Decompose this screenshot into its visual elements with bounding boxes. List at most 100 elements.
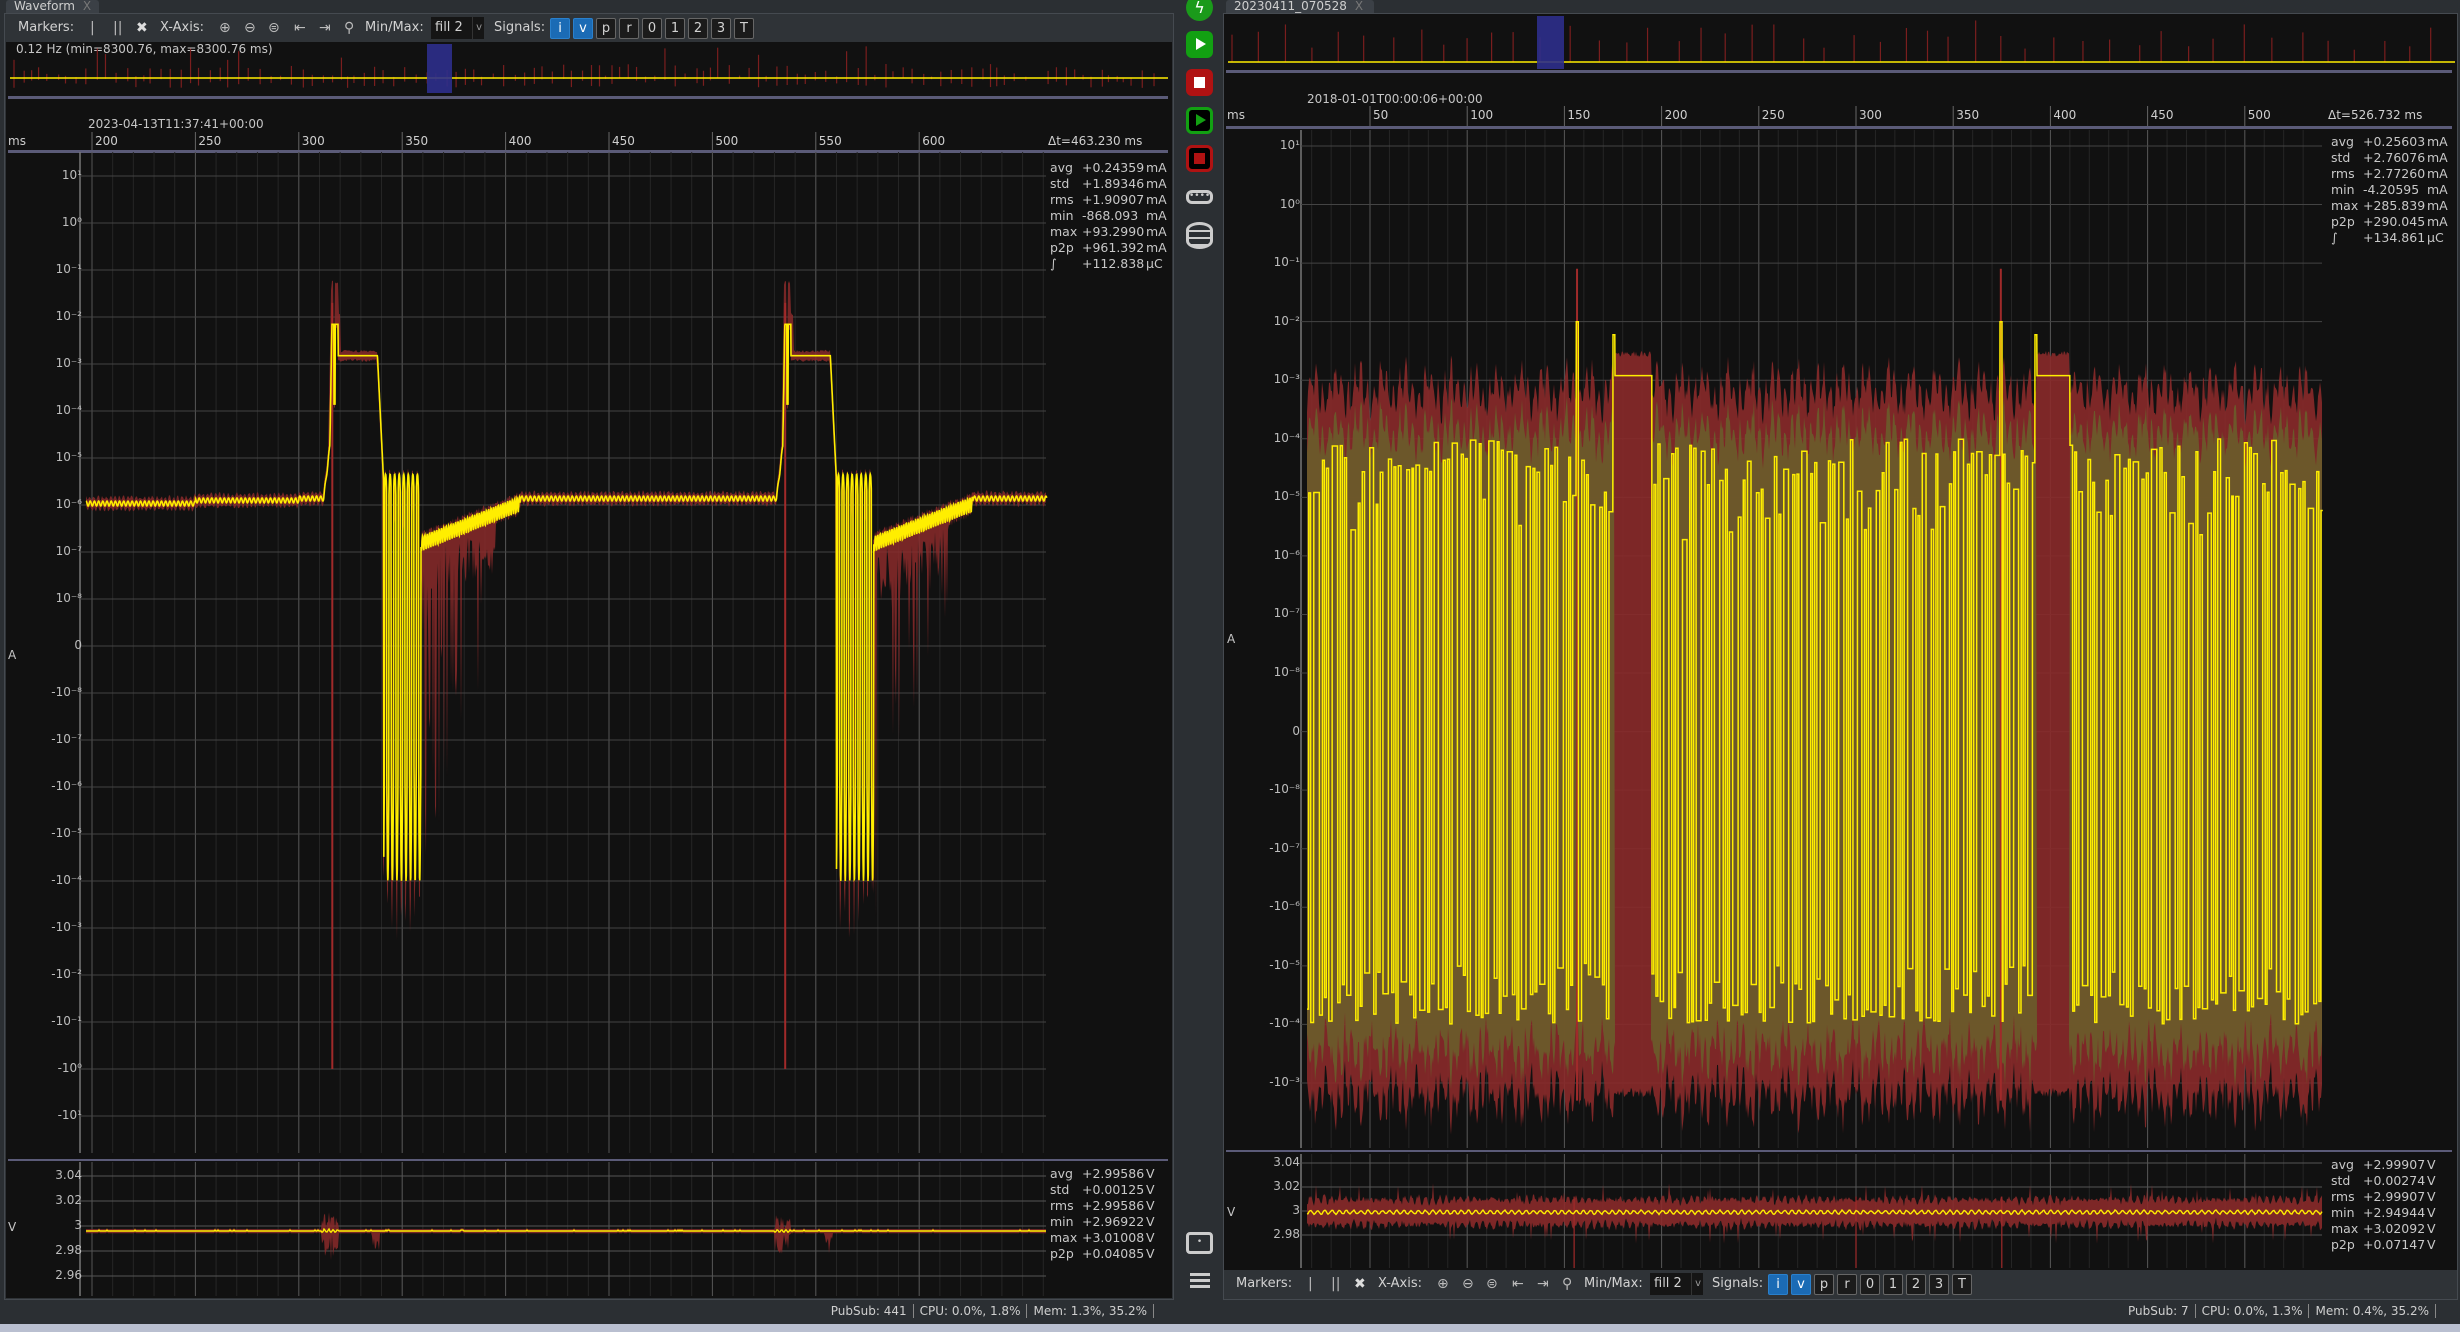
y-tick-label: 10¹ <box>61 168 82 182</box>
signal-toggle-i[interactable]: i <box>1768 1274 1788 1295</box>
y-tick-label: -10⁻⁴ <box>51 873 82 887</box>
minmax-select[interactable]: fill 2 v <box>431 17 484 39</box>
voltage-tick-label: 3.04 <box>1273 1155 1300 1169</box>
zoom-all-icon[interactable]: ⊜ <box>1486 1276 1498 1292</box>
voltage-stat-label: rms <box>2331 1189 2355 1204</box>
pan-left-icon[interactable]: ⇤ <box>294 20 306 36</box>
signal-toggle-2[interactable]: 2 <box>1906 1274 1926 1295</box>
dual-marker-button[interactable]: || <box>1331 1276 1341 1292</box>
tab-recording[interactable]: 20230411_070528 X <box>1226 0 1374 13</box>
axis-separator <box>1226 126 2452 129</box>
pan-left-icon[interactable]: ⇤ <box>1512 1276 1524 1292</box>
zoom-out-icon[interactable]: ⊖ <box>244 20 256 36</box>
y-tick-label: -10¹ <box>57 1108 82 1122</box>
signal-toggle-0[interactable]: 0 <box>642 18 662 39</box>
y-tick-label: -10⁻⁵ <box>1269 957 1300 972</box>
stat-value: +1.89346 <box>1082 176 1145 191</box>
signal-toggle-2[interactable]: 2 <box>688 18 708 39</box>
signal-toggle-v[interactable]: v <box>573 18 593 39</box>
y-tick-label: 10⁻⁴ <box>55 403 82 417</box>
dual-marker-button[interactable]: || <box>113 20 123 36</box>
markers-label: Markers: <box>18 20 75 35</box>
x-tick-label: 500 <box>715 134 739 148</box>
single-marker-button[interactable]: | <box>1308 1276 1313 1292</box>
chevron-down-icon: v <box>472 17 482 39</box>
x-unit: ms <box>1227 108 1245 122</box>
stop-icon[interactable] <box>1186 69 1213 96</box>
signal-toggle-1[interactable]: 1 <box>665 18 685 39</box>
signal-toggle-T[interactable]: T <box>1952 1274 1972 1295</box>
voltage-tick-label: 3.04 <box>55 1168 82 1182</box>
tab-close-icon[interactable]: X <box>1354 0 1364 13</box>
x-tick-label: 400 <box>2053 108 2077 122</box>
zoom-in-icon[interactable]: ⊕ <box>1437 1276 1449 1292</box>
stat-label: min <box>1050 208 1074 223</box>
y-tick-label: 10⁻⁴ <box>1273 430 1300 445</box>
tab-waveform[interactable]: Waveform X <box>6 0 100 13</box>
signal-toggle-p[interactable]: p <box>1814 1274 1834 1295</box>
signal-toggle-3[interactable]: 3 <box>1929 1274 1949 1295</box>
stat-value: +2.77260 <box>2363 166 2426 181</box>
zoom-in-icon[interactable]: ⊕ <box>219 20 231 36</box>
usb-device-icon[interactable]: •••• <box>1186 190 1213 204</box>
voltage-stat-unit: V <box>2427 1221 2436 1236</box>
stat-value: +112.838 <box>1082 256 1145 271</box>
zoom-fit-icon[interactable]: ⚲ <box>344 20 355 36</box>
voltage-tick-label: 3 <box>74 1218 82 1232</box>
single-marker-button[interactable]: | <box>90 20 95 36</box>
voltage-stat-unit: V <box>1146 1214 1155 1229</box>
y-tick-label: -10⁻² <box>51 967 82 981</box>
x-axis-label: X-Axis: <box>1378 1276 1423 1291</box>
pubsub-count: PubSub: 7 <box>2122 1304 2196 1318</box>
voltage-stat-label: p2p <box>1050 1246 1074 1261</box>
signal-toggle-T[interactable]: T <box>734 18 754 39</box>
x-tick-label: 100 <box>1470 108 1494 122</box>
y-tick-label: 0 <box>1292 723 1300 738</box>
stat-label: ∫ <box>2331 230 2338 245</box>
y-tick-label: -10⁻⁸ <box>1269 782 1300 797</box>
voltage-stat-label: avg <box>2331 1157 2354 1172</box>
overview-selection-handle[interactable] <box>427 44 452 93</box>
stat-value: +0.25603 <box>2363 134 2426 149</box>
y-tick-label: 10⁻² <box>55 309 82 323</box>
play-icon[interactable] <box>1186 31 1213 58</box>
signal-toggle-i[interactable]: i <box>550 18 570 39</box>
voltage-stat-value: +3.02092 <box>2363 1221 2426 1236</box>
stat-label: max <box>1050 224 1078 239</box>
signal-toggle-3[interactable]: 3 <box>711 18 731 39</box>
y-tick-label: 10⁻² <box>1273 313 1300 328</box>
stat-label: avg <box>1050 160 1073 175</box>
y-tick-label: -10⁻⁶ <box>1269 899 1300 914</box>
signal-toggle-v[interactable]: v <box>1791 1274 1811 1295</box>
x-tick-label: 200 <box>95 134 118 148</box>
pan-right-icon[interactable]: ⇥ <box>1537 1276 1549 1292</box>
database-icon[interactable] <box>1186 222 1213 249</box>
pan-right-icon[interactable]: ⇥ <box>319 20 331 36</box>
play-outline-icon[interactable] <box>1186 107 1213 134</box>
minmax-select[interactable]: fill 2 v <box>1650 1273 1703 1295</box>
zoom-fit-icon[interactable]: ⚲ <box>1562 1276 1573 1292</box>
zoom-out-icon[interactable]: ⊖ <box>1462 1276 1474 1292</box>
signal-toggle-1[interactable]: 1 <box>1883 1274 1903 1295</box>
voltage-tick-label: 3 <box>1292 1203 1300 1217</box>
clear-markers-icon[interactable]: ✖ <box>136 20 148 36</box>
tab-close-icon[interactable]: X <box>82 0 92 13</box>
signal-toggle-0[interactable]: 0 <box>1860 1274 1880 1295</box>
signal-toggle-r[interactable]: r <box>619 18 639 39</box>
stat-unit: mA <box>1146 192 1167 207</box>
stop-outline-icon[interactable] <box>1186 145 1213 172</box>
menu-icon[interactable] <box>1190 1273 1210 1289</box>
chat-icon[interactable]: • <box>1186 1232 1213 1254</box>
stat-value: +285.839 <box>2363 198 2426 213</box>
zoom-all-icon[interactable]: ⊜ <box>268 20 280 36</box>
x-tick-label: 450 <box>612 134 635 148</box>
lightning-icon[interactable]: ϟ <box>1186 0 1213 21</box>
clear-markers-icon[interactable]: ✖ <box>1354 1276 1366 1292</box>
x-tick-label: 300 <box>301 134 325 148</box>
overview-selection-handle[interactable] <box>1537 16 1564 69</box>
signal-toggle-p[interactable]: p <box>596 18 616 39</box>
y-tick-label: -10⁻¹ <box>51 1014 82 1028</box>
voltage-stat-unit: V <box>2427 1237 2436 1252</box>
signal-toggle-r[interactable]: r <box>1837 1274 1857 1295</box>
